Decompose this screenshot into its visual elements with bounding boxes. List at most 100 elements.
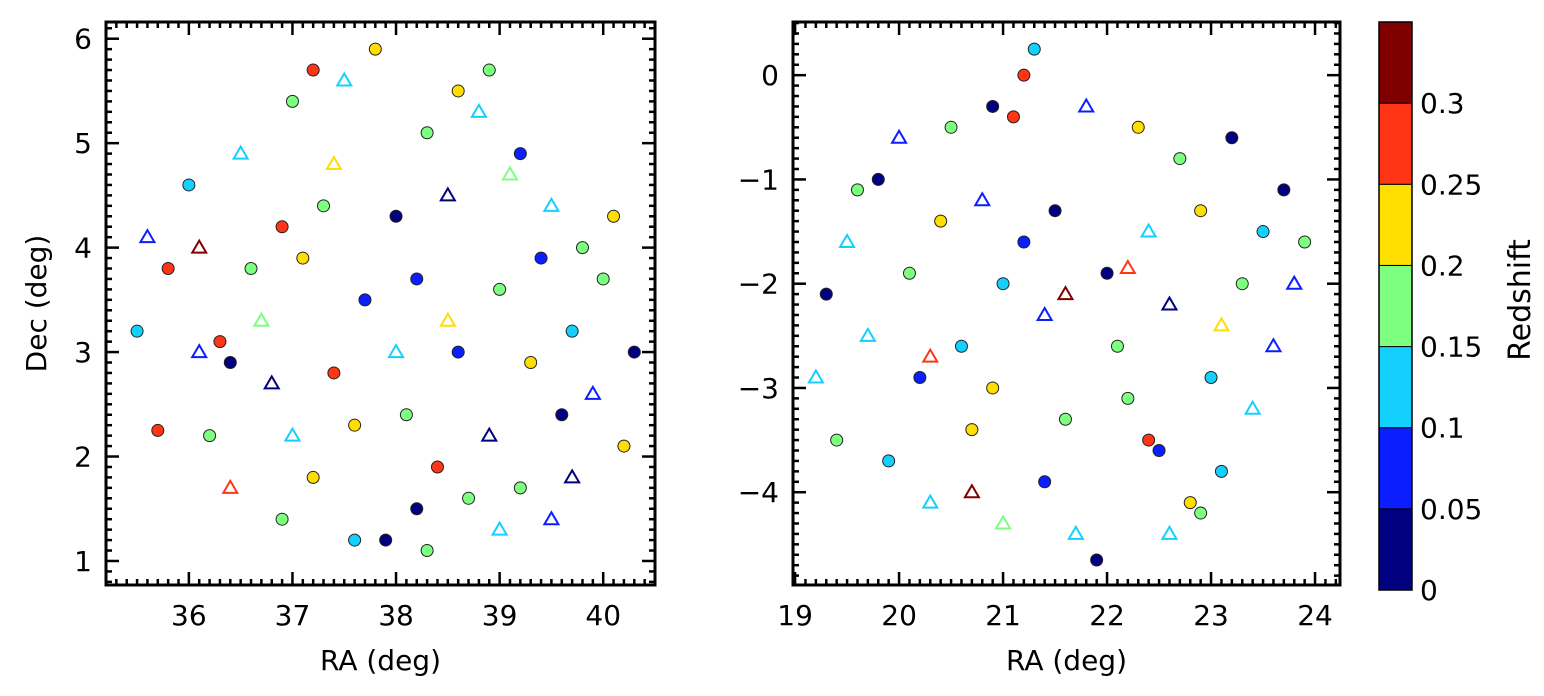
x-tick-label: 19 [777,599,813,632]
galaxy-point-circle [1048,204,1062,218]
galaxy-point-circle [1194,204,1208,218]
galaxy-point-triangle [1067,524,1085,540]
galaxy-point-circle [223,356,237,370]
galaxy-point-triangle [439,311,457,327]
galaxy-point-circle [1038,475,1052,489]
galaxy-point-circle [513,147,527,161]
galaxy-point-circle [830,433,844,447]
galaxy-point-triangle [470,102,488,118]
colorbar-label: Redshift [1503,239,1538,361]
galaxy-point-circle [275,220,289,234]
galaxy-point-circle [1256,225,1270,239]
galaxy-point-circle [462,491,476,505]
galaxy-point-circle [1214,464,1228,478]
galaxy-point-circle [819,287,833,301]
x-tick-label: 21 [985,599,1021,632]
colorbar: 0 0.05 0.1 0.15 0.2 0.25 0.3 [1378,21,1482,607]
x-tick-label: 40 [585,599,621,632]
galaxy-point-circle [379,533,393,547]
galaxy-point-circle [986,99,1000,113]
galaxy-point-circle [493,282,507,296]
galaxy-point-circle [850,183,864,197]
galaxy-point-circle [348,418,362,432]
galaxy-point-circle [996,277,1010,291]
galaxy-point-circle [317,199,331,213]
galaxy-point-circle [596,272,610,286]
galaxy-point-triangle [1285,274,1303,290]
galaxy-point-triangle [221,478,240,494]
galaxy-point-circle [348,533,362,547]
galaxy-point-triangle [1243,399,1262,415]
galaxy-point-circle [410,272,424,286]
colorbar-band [1378,346,1413,429]
galaxy-point-circle [1090,553,1104,567]
galaxy-point-triangle [190,238,208,254]
y-tick-label: 5 [74,127,92,160]
galaxy-point-triangle [584,384,602,400]
galaxy-point-circle [203,429,217,443]
galaxy-point-circle [1225,131,1239,145]
galaxy-point-circle [182,178,196,192]
galaxy-point-circle [1173,152,1187,166]
galaxy-point-circle [1006,110,1020,124]
galaxy-point-circle [213,335,227,349]
y-tick-label: 6 [74,23,92,56]
galaxy-point-circle [882,454,896,468]
galaxy-point-circle [161,262,175,276]
galaxy-point-circle [296,251,310,265]
galaxy-point-circle [306,63,320,77]
colorbar-band [1378,264,1413,348]
galaxy-point-triangle [542,196,561,212]
colorbar-tick-label: 0.3 [1420,87,1465,120]
galaxy-point-circle [420,126,434,140]
galaxy-point-circle [410,502,424,516]
galaxy-point-circle [513,481,527,495]
colorbar-band [1378,102,1413,185]
galaxy-point-circle [451,345,465,359]
x-axis-label: RA (deg) [1006,644,1127,677]
galaxy-point-circle [1277,183,1291,197]
galaxy-point-circle [1110,339,1124,353]
galaxy-point-triangle [325,155,343,171]
y-tick-label: 1 [74,545,92,578]
colorbar-frame [1378,21,1413,591]
galaxy-point-circle [534,251,548,265]
galaxy-point-triangle [387,343,405,359]
x-axis-label: RA (deg) [320,644,441,677]
colorbar-band [1378,508,1413,591]
galaxy-point-circle [1017,68,1031,82]
galaxy-point-triangle [439,186,457,202]
x-tick-label: 24 [1297,599,1333,632]
colorbar-tick-label: 0.2 [1420,249,1465,282]
x-tick-label: 37 [275,599,311,632]
galaxy-point-circle [244,262,258,276]
galaxy-point-circle [1194,506,1208,520]
y-tick-label: 4 [74,232,92,265]
plot-frame [104,20,657,587]
left-panel: 36 37 38 39 40 1 2 3 4 5 6 RA (deg) Dec (deg) [20,20,657,677]
galaxy-point-circle [1058,412,1072,426]
galaxy-point-circle [368,42,382,56]
galaxy-point-circle [1121,391,1135,405]
galaxy-point-circle [130,324,144,338]
galaxy-point-triangle [138,228,157,244]
galaxy-point-circle [285,94,299,108]
galaxy-point-circle [944,120,958,134]
galaxy-point-circle [1298,235,1312,249]
galaxy-point-triangle [501,165,519,181]
galaxy-point-triangle [859,326,877,342]
galaxy-point-triangle [1264,337,1283,353]
x-tick-label: 23 [1193,599,1229,632]
galaxy-point-triangle [921,347,940,363]
galaxy-point-triangle [542,510,561,526]
colorbar-tick-label: 0.1 [1420,412,1465,445]
y-tick-label: −1 [738,163,779,196]
galaxy-point-circle [902,266,916,280]
galaxy-point-triangle [973,191,992,207]
x-tick-label: 39 [482,599,518,632]
x-tick-label: 20 [881,599,917,632]
galaxy-point-circle [389,209,403,223]
galaxy-point-circle [575,241,589,255]
colorbar-band [1378,427,1413,510]
